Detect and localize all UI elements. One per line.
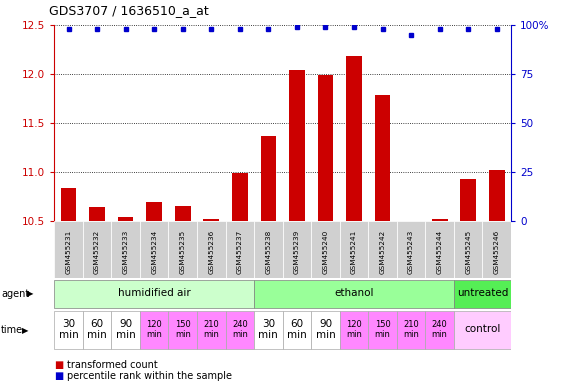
Text: 60
min: 60 min [287, 319, 307, 340]
Bar [432, 219, 448, 221]
Text: GSM455239: GSM455239 [294, 230, 300, 274]
Text: 210
min: 210 min [203, 320, 219, 339]
Text: GSM455245: GSM455245 [465, 230, 471, 274]
Bar [140, 221, 168, 278]
Text: GSM455244: GSM455244 [437, 230, 443, 274]
Text: GSM455243: GSM455243 [408, 230, 414, 274]
Bar [111, 311, 140, 349]
Bar [254, 221, 283, 278]
Text: GSM455246: GSM455246 [494, 230, 500, 274]
Text: GSM455236: GSM455236 [208, 230, 214, 274]
Bar [254, 280, 454, 308]
Text: control: control [464, 324, 501, 334]
Text: 120
min: 120 min [346, 320, 362, 339]
Bar [283, 221, 311, 278]
Bar [454, 221, 482, 278]
Bar [54, 280, 254, 308]
Bar [397, 221, 425, 278]
Bar [254, 311, 283, 349]
Text: GSM455231: GSM455231 [66, 230, 71, 274]
Bar [460, 179, 476, 221]
Bar [140, 311, 168, 349]
Bar [454, 311, 511, 349]
Bar [226, 221, 254, 278]
Text: humidified air: humidified air [118, 288, 191, 298]
Bar [340, 221, 368, 278]
Text: GSM455240: GSM455240 [323, 230, 328, 274]
Bar [168, 221, 197, 278]
Text: GSM455237: GSM455237 [237, 230, 243, 274]
Text: ■: ■ [54, 360, 63, 370]
Text: 240
min: 240 min [432, 320, 448, 339]
Bar [289, 70, 305, 221]
Bar [340, 311, 368, 349]
Bar [61, 187, 77, 221]
Bar [311, 311, 340, 349]
Bar [168, 311, 197, 349]
Bar [146, 202, 162, 221]
Text: 90
min: 90 min [316, 319, 335, 340]
Text: 60
min: 60 min [87, 319, 107, 340]
Bar [283, 311, 311, 349]
Bar [232, 173, 248, 221]
Text: 240
min: 240 min [232, 320, 248, 339]
Text: GDS3707 / 1636510_a_at: GDS3707 / 1636510_a_at [49, 4, 208, 17]
Text: agent: agent [1, 289, 29, 299]
Bar [54, 311, 83, 349]
Text: GSM455242: GSM455242 [380, 230, 385, 274]
Bar [54, 221, 83, 278]
Bar [89, 207, 105, 221]
Text: ▶: ▶ [22, 326, 28, 335]
Text: GSM455238: GSM455238 [266, 230, 271, 274]
Bar [226, 311, 254, 349]
Bar [454, 280, 511, 308]
Text: 30
min: 30 min [259, 319, 278, 340]
Bar [368, 221, 397, 278]
Bar [346, 56, 362, 221]
Bar [197, 311, 226, 349]
Text: GSM455235: GSM455235 [180, 230, 186, 274]
Bar [118, 217, 134, 221]
Bar [489, 170, 505, 221]
Text: GSM455233: GSM455233 [123, 230, 128, 274]
Text: 150
min: 150 min [375, 320, 391, 339]
Bar [397, 311, 425, 349]
Text: transformed count: transformed count [67, 360, 158, 370]
Text: GSM455234: GSM455234 [151, 230, 157, 274]
Text: 150
min: 150 min [175, 320, 191, 339]
Bar [425, 311, 454, 349]
Bar [175, 206, 191, 221]
Text: GSM455232: GSM455232 [94, 230, 100, 274]
Text: 120
min: 120 min [146, 320, 162, 339]
Text: 90
min: 90 min [116, 319, 135, 340]
Bar [311, 221, 340, 278]
Text: ethanol: ethanol [334, 288, 374, 298]
Text: time: time [1, 325, 23, 335]
Bar [375, 96, 391, 221]
Text: GSM455241: GSM455241 [351, 230, 357, 274]
Bar [368, 311, 397, 349]
Text: ▶: ▶ [27, 289, 34, 298]
Bar [83, 221, 111, 278]
Bar [111, 221, 140, 278]
Text: untreated: untreated [457, 288, 508, 298]
Bar [83, 311, 111, 349]
Bar [260, 136, 276, 221]
Bar [425, 221, 454, 278]
Bar [197, 221, 226, 278]
Text: 210
min: 210 min [403, 320, 419, 339]
Text: 30
min: 30 min [59, 319, 78, 340]
Text: percentile rank within the sample: percentile rank within the sample [67, 371, 232, 381]
Bar [203, 219, 219, 221]
Bar [482, 221, 511, 278]
Bar [317, 75, 333, 221]
Text: ■: ■ [54, 371, 63, 381]
